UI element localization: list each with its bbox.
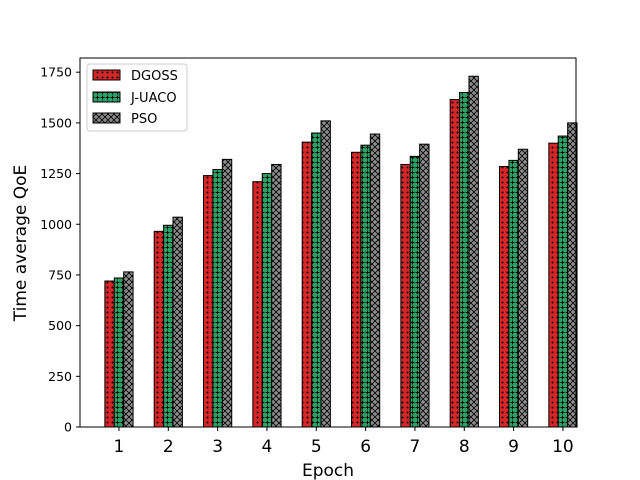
legend-swatch-dgoss bbox=[92, 69, 121, 81]
plot-frame bbox=[79, 57, 577, 428]
x-tick-label-9: 9 bbox=[508, 437, 519, 457]
legend-swatch-pso bbox=[92, 112, 121, 124]
bar-pso-epoch-4 bbox=[271, 163, 282, 428]
bar-pso-epoch-1 bbox=[123, 271, 134, 428]
bar-juaco-epoch-2 bbox=[163, 224, 174, 428]
bar-dgoss-epoch-9 bbox=[499, 165, 510, 428]
x-tick-label-1: 1 bbox=[114, 437, 125, 457]
y-tick-label-1250: 1250 bbox=[40, 166, 72, 181]
bar-juaco-epoch-9 bbox=[508, 159, 519, 428]
bar-juaco-epoch-5 bbox=[311, 132, 322, 428]
bar-dgoss-epoch-3 bbox=[203, 175, 214, 428]
bar-dgoss-epoch-5 bbox=[301, 141, 313, 428]
legend-swatch-juaco bbox=[92, 91, 121, 103]
y-tick-label-1750: 1750 bbox=[40, 65, 72, 80]
legend-label-dgoss: DGOSS bbox=[131, 69, 178, 84]
bar-pso-epoch-8 bbox=[468, 75, 479, 428]
legend-label-pso: PSO bbox=[131, 112, 157, 127]
x-tick-label-2: 2 bbox=[163, 437, 174, 457]
bar-dgoss-epoch-1 bbox=[104, 280, 115, 428]
bar-pso-epoch-5 bbox=[320, 120, 331, 428]
bar-dgoss-epoch-8 bbox=[449, 99, 461, 428]
bar-dgoss-epoch-7 bbox=[400, 163, 411, 428]
bar-pso-epoch-3 bbox=[221, 158, 233, 428]
y-tick-label-1500: 1500 bbox=[40, 115, 72, 130]
y-tick-label-250: 250 bbox=[48, 369, 72, 384]
x-tick-label-5: 5 bbox=[311, 437, 322, 457]
y-tick-label-750: 750 bbox=[48, 267, 72, 282]
bar-dgoss-epoch-6 bbox=[351, 151, 362, 428]
y-tick-label-500: 500 bbox=[48, 318, 72, 333]
bar-pso-epoch-6 bbox=[369, 133, 381, 428]
bar-juaco-epoch-8 bbox=[459, 91, 470, 428]
x-axis-title: Epoch bbox=[302, 461, 354, 480]
legend-label-juaco: J-UACO bbox=[130, 91, 177, 106]
legend: DGOSS J-UACO PSO bbox=[86, 63, 188, 132]
bar-pso-epoch-2 bbox=[172, 216, 183, 428]
y-axis-title: Time average QoE bbox=[11, 165, 31, 323]
x-tick-label-8: 8 bbox=[459, 437, 470, 457]
bar-juaco-epoch-6 bbox=[360, 144, 371, 428]
bars-group bbox=[104, 75, 578, 428]
bar-dgoss-epoch-4 bbox=[252, 181, 263, 428]
bar-dgoss-epoch-10 bbox=[548, 142, 559, 428]
axes-group: 0 250 500 750 1000 1250 1500 1750 1 2 3 4 5 6 7 8 9 10 bbox=[40, 57, 577, 457]
x-tick-label-3: 3 bbox=[212, 437, 223, 457]
bar-juaco-epoch-4 bbox=[261, 173, 273, 428]
bar-pso-epoch-7 bbox=[419, 143, 430, 428]
bar-juaco-epoch-3 bbox=[212, 169, 223, 428]
x-tick-label-6: 6 bbox=[360, 437, 371, 457]
bar-juaco-epoch-1 bbox=[113, 277, 125, 428]
y-tick-label-1000: 1000 bbox=[40, 217, 72, 232]
x-tick-label-7: 7 bbox=[410, 437, 421, 457]
bar-juaco-epoch-10 bbox=[557, 135, 569, 428]
bar-dgoss-epoch-2 bbox=[153, 230, 165, 428]
x-tick-label-4: 4 bbox=[262, 437, 273, 457]
y-tick-label-0: 0 bbox=[64, 420, 72, 435]
bar-pso-epoch-9 bbox=[517, 148, 529, 428]
x-tick-label-10: 10 bbox=[552, 437, 574, 457]
bar-juaco-epoch-7 bbox=[409, 155, 421, 428]
